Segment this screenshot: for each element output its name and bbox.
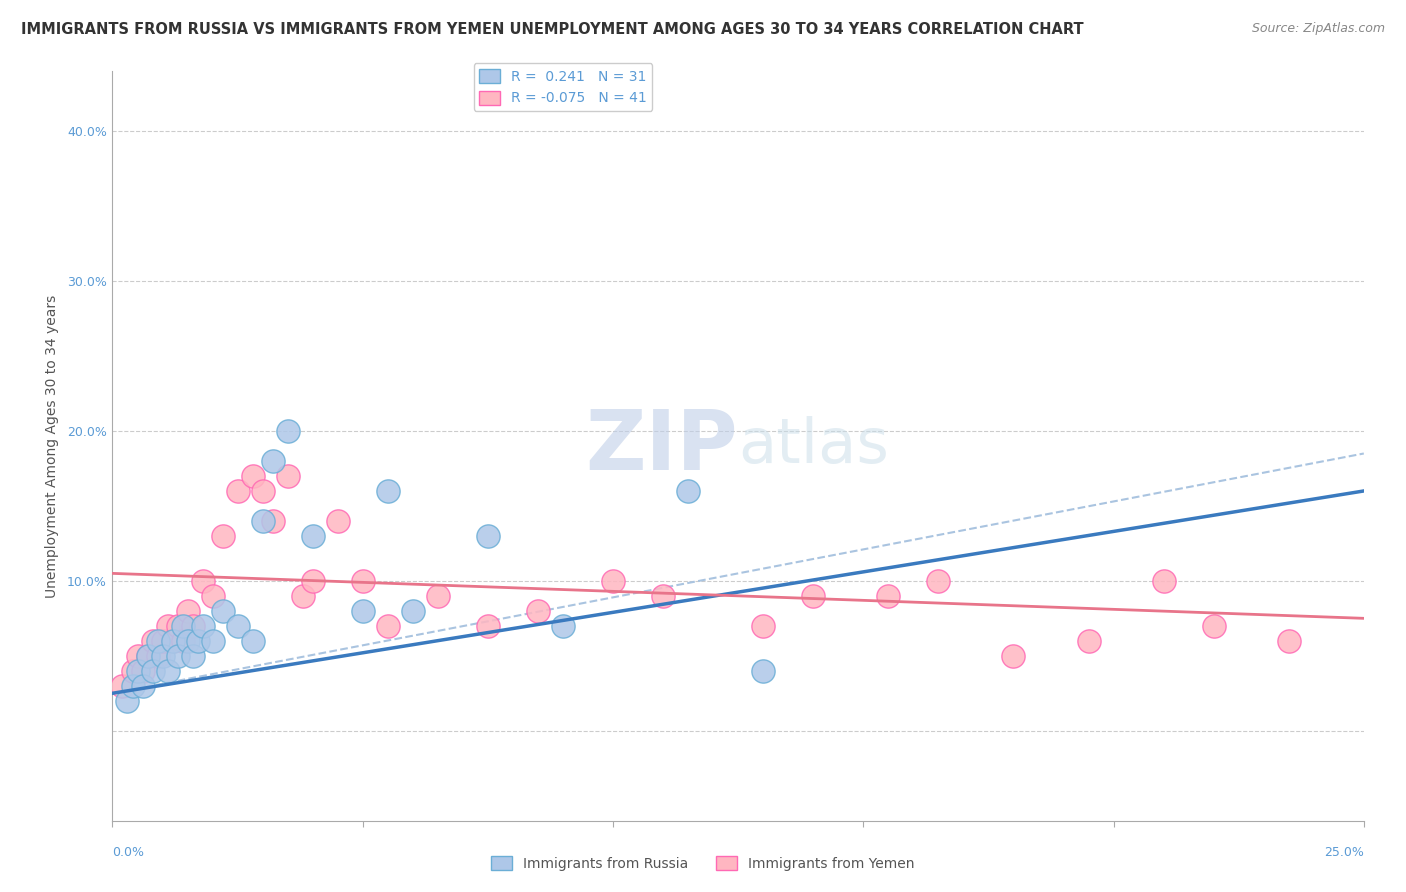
- Point: [1202, 619, 1225, 633]
- Point: [252, 514, 274, 528]
- Point: [377, 619, 399, 633]
- Point: [752, 619, 775, 633]
- Point: [127, 664, 149, 678]
- Legend: Immigrants from Russia, Immigrants from Yemen: Immigrants from Russia, Immigrants from …: [485, 850, 921, 876]
- Point: [402, 604, 425, 618]
- Point: [181, 648, 204, 663]
- Text: 25.0%: 25.0%: [1324, 846, 1364, 859]
- Text: 0.0%: 0.0%: [112, 846, 145, 859]
- Point: [211, 529, 233, 543]
- Point: [176, 604, 198, 618]
- Point: [211, 604, 233, 618]
- Point: [152, 633, 174, 648]
- Point: [277, 424, 299, 438]
- Point: [352, 604, 374, 618]
- Text: Source: ZipAtlas.com: Source: ZipAtlas.com: [1251, 22, 1385, 36]
- Point: [136, 648, 159, 663]
- Point: [676, 483, 699, 498]
- Point: [181, 619, 204, 633]
- Point: [352, 574, 374, 588]
- Point: [877, 589, 900, 603]
- Point: [131, 664, 153, 678]
- Point: [111, 679, 134, 693]
- Point: [191, 619, 214, 633]
- Point: [127, 648, 149, 663]
- Point: [141, 664, 163, 678]
- Point: [156, 664, 179, 678]
- Point: [117, 694, 139, 708]
- Point: [172, 619, 194, 633]
- Point: [172, 633, 194, 648]
- Point: [262, 514, 284, 528]
- Text: IMMIGRANTS FROM RUSSIA VS IMMIGRANTS FROM YEMEN UNEMPLOYMENT AMONG AGES 30 TO 34: IMMIGRANTS FROM RUSSIA VS IMMIGRANTS FRO…: [21, 22, 1084, 37]
- Point: [162, 633, 184, 648]
- Point: [927, 574, 949, 588]
- Point: [121, 664, 143, 678]
- Point: [1153, 574, 1175, 588]
- Point: [242, 469, 264, 483]
- Point: [242, 633, 264, 648]
- Point: [146, 633, 169, 648]
- Point: [602, 574, 624, 588]
- Point: [226, 483, 249, 498]
- Point: [377, 483, 399, 498]
- Y-axis label: Unemployment Among Ages 30 to 34 years: Unemployment Among Ages 30 to 34 years: [45, 294, 59, 598]
- Point: [277, 469, 299, 483]
- Point: [146, 648, 169, 663]
- Point: [801, 589, 824, 603]
- Point: [191, 574, 214, 588]
- Point: [166, 648, 188, 663]
- Text: atlas: atlas: [738, 416, 889, 476]
- Point: [187, 633, 209, 648]
- Point: [152, 648, 174, 663]
- Point: [136, 648, 159, 663]
- Point: [326, 514, 349, 528]
- Point: [551, 619, 574, 633]
- Point: [752, 664, 775, 678]
- Point: [176, 633, 198, 648]
- Point: [527, 604, 550, 618]
- Point: [166, 619, 188, 633]
- Point: [652, 589, 675, 603]
- Point: [131, 679, 153, 693]
- Point: [162, 633, 184, 648]
- Point: [301, 529, 323, 543]
- Point: [156, 619, 179, 633]
- Point: [477, 529, 499, 543]
- Point: [291, 589, 314, 603]
- Point: [262, 454, 284, 468]
- Text: ZIP: ZIP: [586, 406, 738, 486]
- Point: [252, 483, 274, 498]
- Point: [226, 619, 249, 633]
- Point: [121, 679, 143, 693]
- Point: [141, 633, 163, 648]
- Point: [1002, 648, 1025, 663]
- Point: [426, 589, 449, 603]
- Point: [201, 589, 224, 603]
- Point: [477, 619, 499, 633]
- Legend: R =  0.241   N = 31, R = -0.075   N = 41: R = 0.241 N = 31, R = -0.075 N = 41: [474, 63, 652, 111]
- Point: [301, 574, 323, 588]
- Point: [1077, 633, 1099, 648]
- Point: [201, 633, 224, 648]
- Point: [1278, 633, 1301, 648]
